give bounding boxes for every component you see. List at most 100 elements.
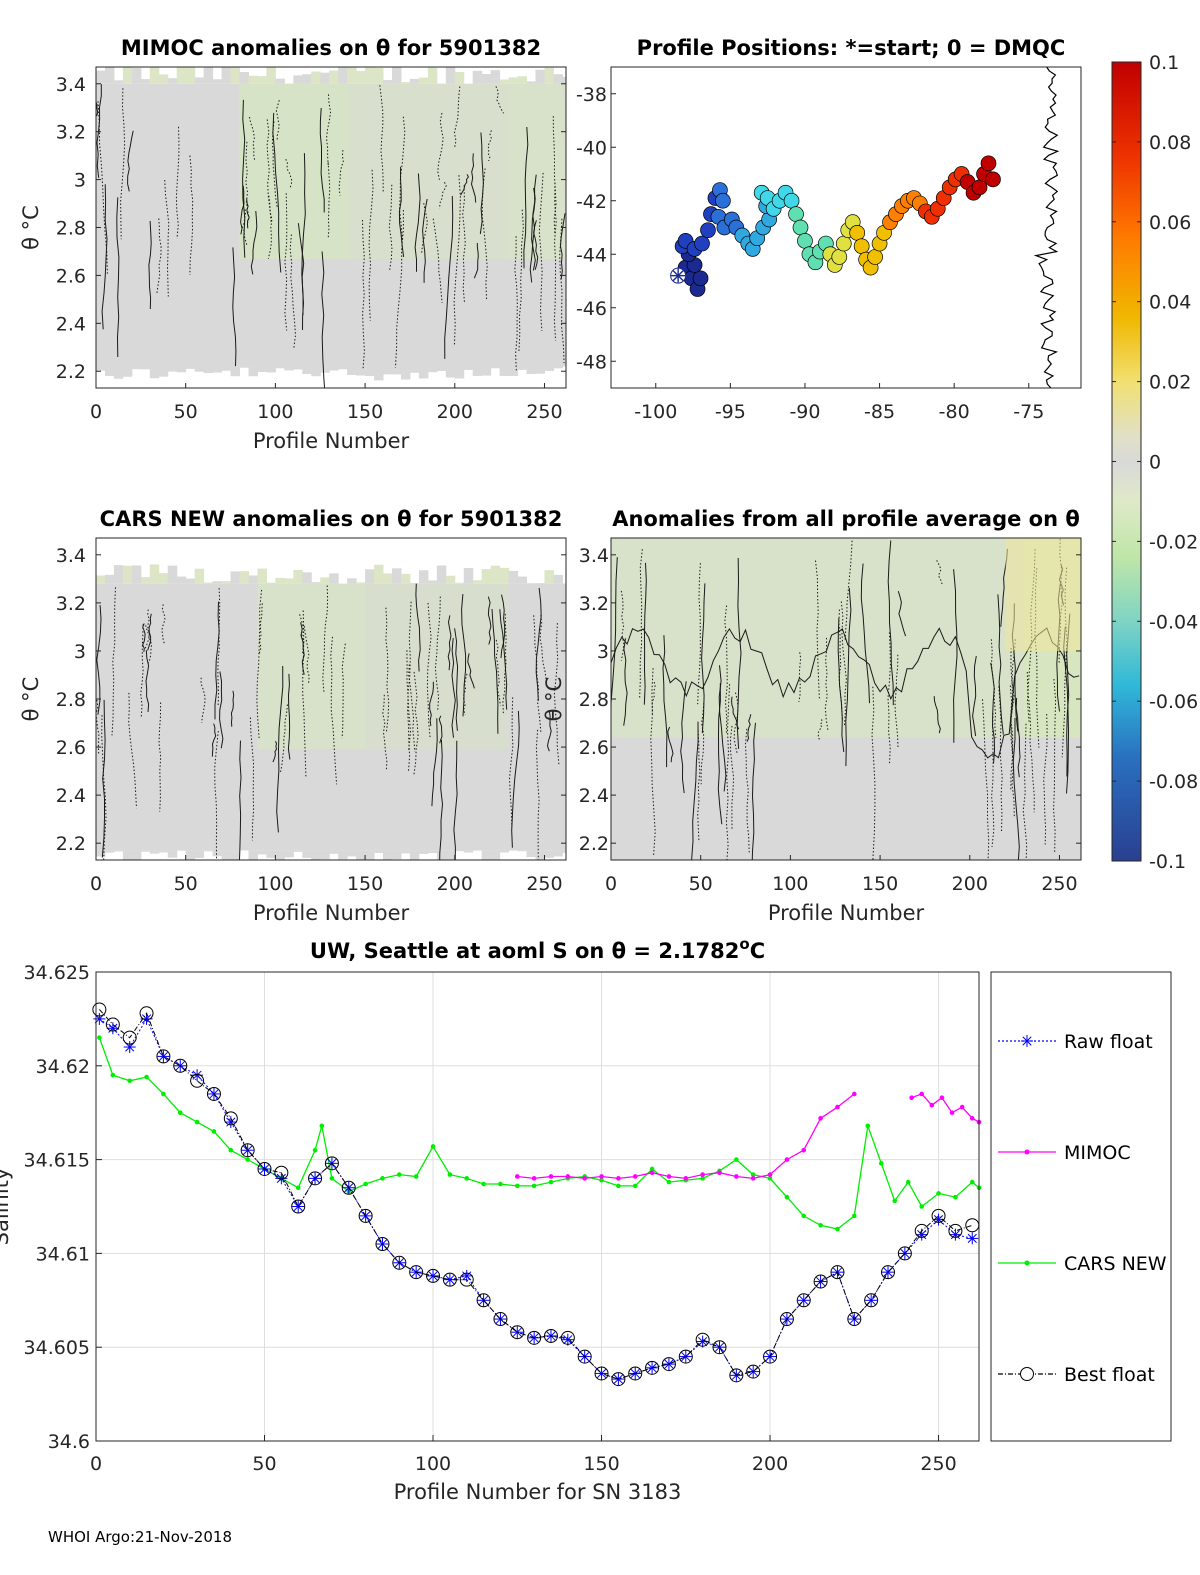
- contour-line: [453, 175, 461, 346]
- contour-line: [972, 656, 977, 737]
- contour-line: [860, 563, 870, 704]
- mimoc-point: [949, 1110, 955, 1115]
- x-tick-label: 250: [920, 1453, 956, 1475]
- cars-new-point: [397, 1172, 402, 1177]
- contour-line: [733, 692, 739, 755]
- profile-position-point: [692, 270, 709, 287]
- anomaly-edge: [481, 74, 492, 84]
- anomaly-edge: [158, 573, 169, 584]
- anomaly-edge: [221, 366, 232, 371]
- anomaly-edge: [517, 76, 528, 84]
- anomaly-edge: [374, 850, 384, 853]
- mimoc-point: [784, 1157, 790, 1162]
- mimoc-point: [548, 1174, 554, 1179]
- x-tick-label: -90: [789, 401, 820, 423]
- best-float-point: [611, 1372, 626, 1387]
- best-float-point: [476, 1293, 491, 1308]
- best-float-point: [527, 1330, 542, 1345]
- contour-line: [214, 601, 220, 720]
- cars-new-point: [953, 1194, 958, 1200]
- cars-new-point: [666, 1179, 672, 1185]
- x-tick-label: 0: [90, 1453, 102, 1475]
- cars-new-point: [818, 1222, 823, 1228]
- colorbar-tick-label: 0.04: [1149, 292, 1191, 314]
- contour-line: [156, 218, 162, 294]
- anomaly-edge: [347, 67, 357, 84]
- anomaly-edge: [611, 860, 620, 873]
- contour-line: [529, 174, 537, 283]
- cars-new-point: [969, 1179, 975, 1185]
- anomaly-edge: [167, 366, 178, 372]
- contour-line: [379, 85, 384, 192]
- contour-line: [432, 218, 443, 303]
- anomaly-edge: [427, 366, 438, 373]
- best-float-point: [392, 1255, 407, 1270]
- raw-float-point: [125, 1042, 135, 1052]
- legend-swatch-marker: [1024, 1149, 1030, 1155]
- cars-new-point: [734, 1157, 739, 1162]
- x-tick-label: 0: [90, 873, 102, 895]
- cars-new-point: [767, 1176, 773, 1181]
- anomaly-edge: [544, 570, 554, 584]
- colorbar-tick-label: 0: [1149, 452, 1161, 474]
- contour-line: [461, 594, 467, 717]
- anomaly-edge: [347, 850, 357, 857]
- anomaly-edge: [113, 565, 124, 584]
- best-float-point: [796, 1293, 811, 1308]
- contour-line: [276, 665, 284, 833]
- y-tick-label: 3.2: [56, 593, 86, 615]
- contour-line: [535, 729, 540, 860]
- anomaly-edge: [383, 366, 393, 375]
- contour-line: [158, 702, 162, 812]
- contour-line: [1010, 647, 1014, 792]
- anomaly-edge: [499, 79, 510, 84]
- anomaly-edge: [674, 534, 683, 538]
- x-tick-label: 200: [752, 1453, 788, 1475]
- anomaly-edge: [553, 366, 563, 369]
- anomaly-edge: [683, 860, 692, 868]
- contour-line: [161, 604, 166, 646]
- contour-line: [240, 185, 245, 235]
- contour-line: [724, 605, 728, 734]
- best-float-point: [459, 1272, 474, 1287]
- contour-line: [499, 609, 508, 710]
- anomaly-edge: [383, 850, 393, 860]
- contour-line: [552, 116, 557, 234]
- anomaly-edge: [436, 850, 447, 860]
- contour-line: [539, 615, 547, 680]
- anomaly-edge: [329, 70, 339, 84]
- colorbar-tick-label: 0.06: [1149, 212, 1191, 234]
- contour-line: [96, 605, 102, 715]
- anomaly-edge: [212, 581, 223, 584]
- anomaly-edge: [526, 582, 537, 584]
- x-tick-label: 250: [1041, 873, 1077, 895]
- anomaly-edge: [1068, 860, 1077, 869]
- raw-float-point: [175, 1061, 185, 1071]
- y-tick-label: 2.4: [56, 785, 86, 807]
- axes-frame: [610, 66, 1082, 389]
- best-float-point: [897, 1246, 912, 1261]
- contour-line: [444, 195, 454, 359]
- contour-line: [620, 590, 625, 661]
- contour-line: [500, 594, 506, 659]
- contour-line: [96, 699, 100, 756]
- anomaly-edge: [445, 67, 456, 84]
- anomaly-edge: [266, 582, 276, 584]
- x-tick-label: 250: [526, 873, 562, 895]
- anomaly-edge: [445, 850, 456, 860]
- panel-title-superscript: o: [739, 935, 749, 953]
- anomaly-edge: [293, 75, 303, 84]
- x-tick-label: 50: [174, 401, 198, 423]
- anomaly-edge: [329, 573, 339, 584]
- raw-float-point: [563, 1335, 573, 1345]
- anomaly-edge: [535, 583, 545, 584]
- cars-new-point: [447, 1172, 453, 1177]
- anomaly-edge: [391, 850, 402, 860]
- cars-new-point: [110, 1072, 116, 1078]
- anomaly-edge: [934, 860, 943, 868]
- anomaly-edge: [149, 850, 160, 854]
- best-float-point: [830, 1265, 845, 1280]
- anomaly-edge: [553, 574, 563, 584]
- mimoc-point: [801, 1147, 807, 1153]
- anomaly-edge: [365, 67, 375, 84]
